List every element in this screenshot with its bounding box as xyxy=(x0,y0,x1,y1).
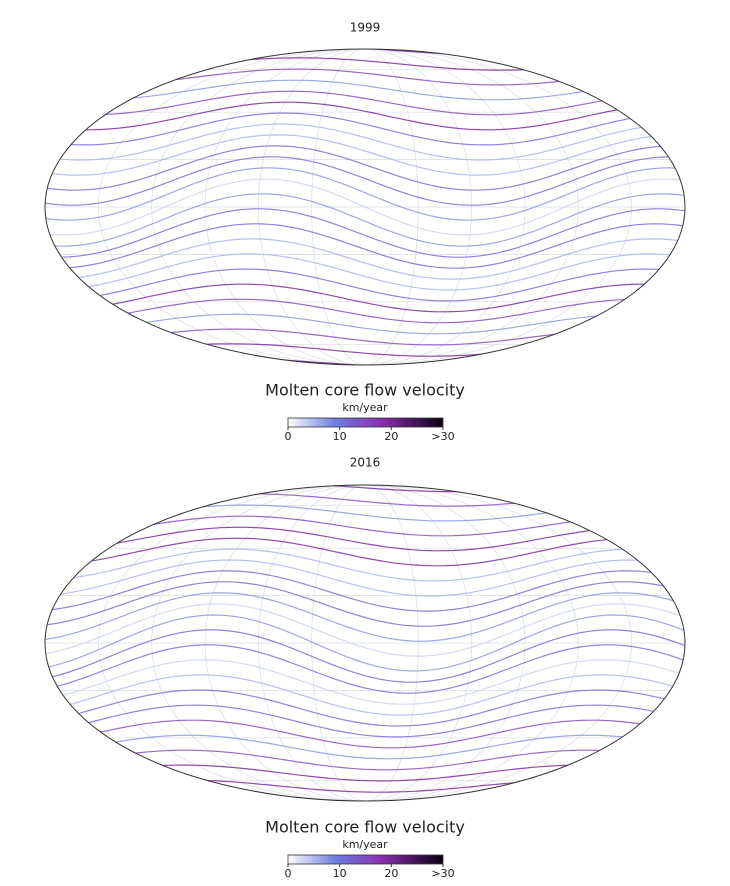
colorbar-tick-label: 20 xyxy=(384,867,398,880)
streamline xyxy=(45,328,685,346)
streamline xyxy=(45,343,685,357)
colorbar-unit: km/year xyxy=(342,401,388,414)
streamline xyxy=(45,253,685,291)
streamline xyxy=(45,208,685,258)
streamline xyxy=(45,101,685,131)
map-title: 1999 xyxy=(350,21,381,35)
map-outline xyxy=(44,48,686,366)
streamline xyxy=(45,68,685,86)
colorbar-tick-label: 0 xyxy=(285,867,292,880)
streamline xyxy=(45,674,685,716)
streamline xyxy=(45,156,685,206)
streamline xyxy=(45,90,685,116)
colorbar-title: Molten core flow velocity xyxy=(265,381,465,400)
streamline xyxy=(45,167,685,221)
streamline xyxy=(45,689,685,727)
colorbar-tick-label: 0 xyxy=(285,430,292,443)
map-title: 2016 xyxy=(350,456,381,470)
streamline xyxy=(45,223,685,269)
streamline xyxy=(45,659,685,705)
streamline xyxy=(45,719,685,749)
colorbar xyxy=(287,417,444,428)
colorbar-tick-label: >30 xyxy=(431,430,454,443)
streamline xyxy=(45,79,685,101)
colorbar-title: Molten core flow velocity xyxy=(265,818,465,837)
colorbar-tick-label: 10 xyxy=(333,430,347,443)
streamline xyxy=(45,764,685,782)
streamline xyxy=(45,493,685,507)
streamline xyxy=(45,515,685,537)
streamline xyxy=(45,178,685,236)
streamline xyxy=(45,704,685,738)
streamline xyxy=(45,49,685,57)
streamline xyxy=(45,614,685,672)
streamline xyxy=(45,57,685,71)
colorbar xyxy=(287,854,444,865)
streamline xyxy=(45,581,685,627)
streamline xyxy=(45,112,685,146)
colorbar-unit: km/year xyxy=(342,838,388,851)
streamline xyxy=(45,537,685,567)
streamline xyxy=(45,145,685,191)
streamline xyxy=(45,298,685,324)
streamline xyxy=(45,603,685,657)
streamline xyxy=(45,559,685,597)
streamline xyxy=(45,644,685,694)
map-outline xyxy=(44,484,686,802)
streamline xyxy=(45,779,685,793)
streamline xyxy=(45,313,685,335)
streamline xyxy=(45,749,685,771)
streamline xyxy=(45,193,685,247)
streamline xyxy=(45,238,685,280)
streamline xyxy=(45,283,685,313)
streamline xyxy=(45,629,685,683)
colorbar-tick-label: 10 xyxy=(333,867,347,880)
streamline xyxy=(45,570,685,612)
streamline xyxy=(45,793,685,801)
streamline xyxy=(45,734,685,760)
streamline xyxy=(45,134,685,176)
streamline xyxy=(45,268,685,302)
streamline xyxy=(45,526,685,552)
streamline xyxy=(45,548,685,582)
streamline xyxy=(45,485,685,493)
colorbar-tick-label: >30 xyxy=(431,867,454,880)
streamline xyxy=(45,123,685,161)
streamline xyxy=(45,504,685,522)
colorbar-tick-label: 20 xyxy=(384,430,398,443)
streamline xyxy=(45,357,685,365)
streamline xyxy=(45,592,685,642)
